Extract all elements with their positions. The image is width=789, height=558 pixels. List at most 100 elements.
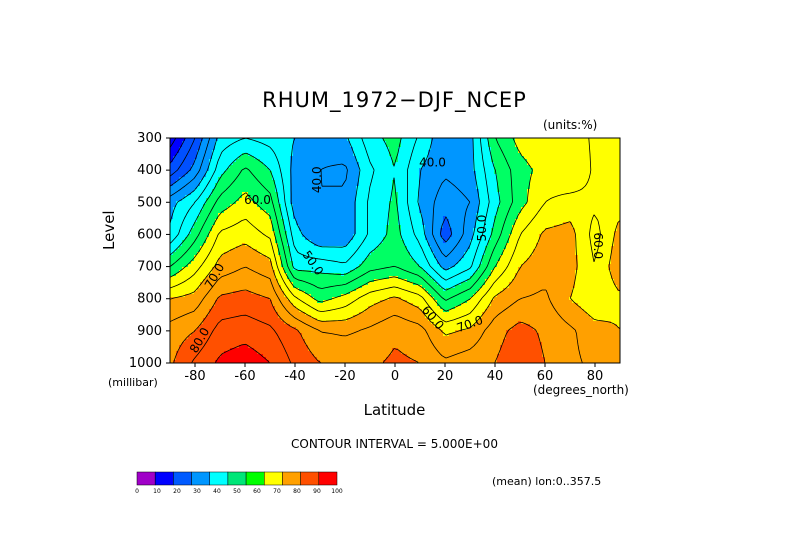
field-cell (458, 198, 462, 202)
field-cell (188, 198, 192, 202)
field-cell (545, 150, 549, 154)
field-cell (440, 228, 444, 232)
field-cell (218, 207, 222, 211)
field-cell (341, 189, 345, 193)
field-cell (206, 201, 210, 205)
field-cell (434, 156, 438, 160)
field-cell (602, 225, 606, 229)
field-cell (512, 147, 516, 151)
field-cell (539, 189, 543, 193)
field-cell (551, 162, 555, 166)
field-cell (449, 204, 453, 208)
field-cell (533, 171, 537, 175)
field-cell (551, 147, 555, 151)
field-cell (308, 216, 312, 220)
field-cell (413, 210, 417, 214)
field-cell (380, 159, 384, 163)
field-cell (371, 213, 375, 217)
field-cell (590, 159, 594, 163)
field-cell (500, 189, 504, 193)
field-cell (200, 174, 204, 178)
field-cell (188, 141, 192, 145)
field-cell (377, 213, 381, 217)
field-cell (350, 171, 354, 175)
field-cell (473, 168, 477, 172)
field-cell (554, 180, 558, 184)
field-cell (371, 150, 375, 154)
field-cell (305, 183, 309, 187)
field-cell (254, 159, 258, 163)
field-cell (473, 192, 477, 196)
field-cell (236, 192, 240, 196)
field-cell (515, 189, 519, 193)
field-cell (311, 216, 315, 220)
field-cell (359, 180, 363, 184)
field-cell (281, 171, 285, 175)
field-cell (206, 162, 210, 166)
field-cell (293, 144, 297, 148)
field-cell (260, 156, 264, 160)
field-cell (614, 141, 618, 145)
field-cell (332, 186, 336, 190)
field-cell (320, 138, 324, 142)
field-cell (536, 207, 540, 211)
field-cell (329, 180, 333, 184)
field-cell (332, 192, 336, 196)
field-cell (602, 183, 606, 187)
field-cell (344, 171, 348, 175)
field-cell (218, 216, 222, 220)
field-cell (563, 162, 567, 166)
field-cell (425, 141, 429, 145)
field-cell (419, 147, 423, 151)
field-cell (356, 189, 360, 193)
field-cell (608, 153, 612, 157)
field-cell (278, 210, 282, 214)
field-cell (377, 159, 381, 163)
field-cell (509, 180, 513, 184)
field-cell (413, 153, 417, 157)
field-cell (290, 168, 294, 172)
field-cell (218, 228, 222, 232)
field-cell (368, 165, 372, 169)
field-cell (554, 144, 558, 148)
field-cell (266, 156, 270, 160)
field-cell (305, 219, 309, 223)
field-cell (272, 144, 276, 148)
field-cell (599, 144, 603, 148)
field-cell (455, 177, 459, 181)
field-cell (575, 195, 579, 199)
field-cell (599, 198, 603, 202)
field-cell (356, 213, 360, 217)
field-cell (218, 183, 222, 187)
field-cell (179, 141, 183, 145)
field-cell (539, 210, 543, 214)
field-cell (584, 174, 588, 178)
field-cell (359, 189, 363, 193)
field-cell (353, 144, 357, 148)
field-cell (512, 177, 516, 181)
field-cell (527, 195, 531, 199)
field-cell (536, 150, 540, 154)
field-cell (248, 165, 252, 169)
field-cell (593, 147, 597, 151)
field-cell (230, 192, 234, 196)
field-cell (488, 174, 492, 178)
field-cell (500, 207, 504, 211)
field-cell (359, 225, 363, 229)
field-cell (506, 159, 510, 163)
field-cell (200, 180, 204, 184)
field-cell (404, 162, 408, 166)
field-cell (449, 216, 453, 220)
field-cell (179, 162, 183, 166)
field-cell (536, 177, 540, 181)
field-cell (293, 210, 297, 214)
field-cell (533, 222, 537, 226)
field-cell (473, 138, 477, 142)
field-cell (542, 210, 546, 214)
field-cell (386, 189, 390, 193)
field-cell (572, 213, 576, 217)
field-cell (494, 147, 498, 151)
field-cell (575, 150, 579, 154)
field-cell (590, 186, 594, 190)
field-cell (362, 147, 366, 151)
